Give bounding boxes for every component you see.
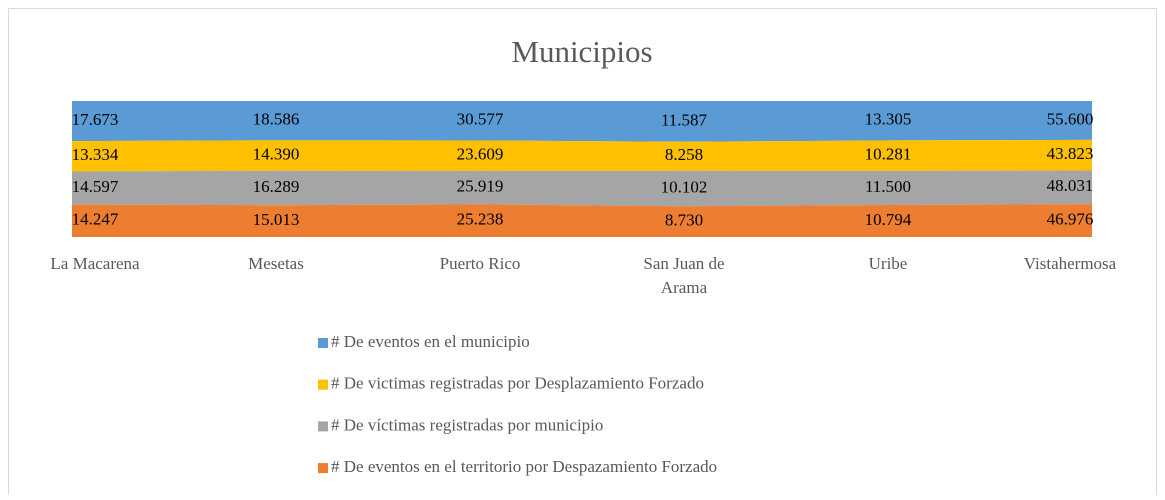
x-tick-label: Puerto Rico bbox=[440, 254, 521, 273]
data-label: 10.102 bbox=[661, 177, 708, 196]
legend-label: # De eventos en el territorio por Despaz… bbox=[331, 457, 717, 476]
x-tick-label: La Macarena bbox=[50, 254, 140, 273]
data-label: 10.281 bbox=[865, 145, 912, 164]
data-label: 11.587 bbox=[661, 110, 708, 129]
x-tick-label: San Juan de Arama bbox=[643, 254, 724, 297]
data-label: 13.334 bbox=[72, 145, 119, 164]
data-label: 16.289 bbox=[253, 177, 300, 196]
x-tick-label: Vistahermosa bbox=[1024, 254, 1117, 273]
area-band bbox=[72, 170, 1092, 207]
data-label: 30.577 bbox=[457, 110, 504, 129]
legend-label: # De eventos en el municipio bbox=[331, 332, 530, 351]
data-label: 25.238 bbox=[457, 210, 504, 229]
data-label: 14.597 bbox=[72, 177, 119, 196]
area-band bbox=[72, 204, 1092, 237]
chart-frame bbox=[8, 8, 1157, 500]
data-label: 43.823 bbox=[1047, 144, 1094, 163]
legend-label: # De víctimas registradas por municipio bbox=[331, 415, 603, 434]
legend-swatch bbox=[318, 463, 328, 474]
x-tick-label: Uribe bbox=[869, 254, 908, 273]
data-label: 11.500 bbox=[865, 177, 911, 196]
data-label: 23.609 bbox=[457, 145, 504, 164]
data-label: 13.305 bbox=[865, 110, 912, 129]
data-label: 14.390 bbox=[253, 144, 300, 163]
data-label: 55.600 bbox=[1047, 109, 1094, 128]
data-label: 8.258 bbox=[665, 145, 703, 164]
data-label: 17.673 bbox=[72, 110, 119, 129]
data-label: 18.586 bbox=[253, 110, 300, 129]
area-band bbox=[72, 101, 1092, 142]
area-band bbox=[72, 139, 1092, 172]
data-label: 15.013 bbox=[253, 210, 300, 229]
chart-title: Municipios bbox=[511, 34, 652, 69]
data-label: 10.794 bbox=[865, 210, 912, 229]
data-label: 48.031 bbox=[1047, 176, 1094, 195]
data-label: 8.730 bbox=[665, 211, 703, 230]
data-label: 25.919 bbox=[457, 177, 504, 196]
legend-swatch bbox=[318, 421, 328, 432]
legend-swatch bbox=[318, 338, 328, 348]
legend-swatch bbox=[318, 379, 328, 390]
x-tick-label: Mesetas bbox=[248, 254, 304, 273]
legend-label: # De victimas registradas por Desplazami… bbox=[331, 374, 704, 393]
data-label: 14.247 bbox=[72, 210, 119, 229]
data-label: 46.976 bbox=[1047, 209, 1094, 228]
